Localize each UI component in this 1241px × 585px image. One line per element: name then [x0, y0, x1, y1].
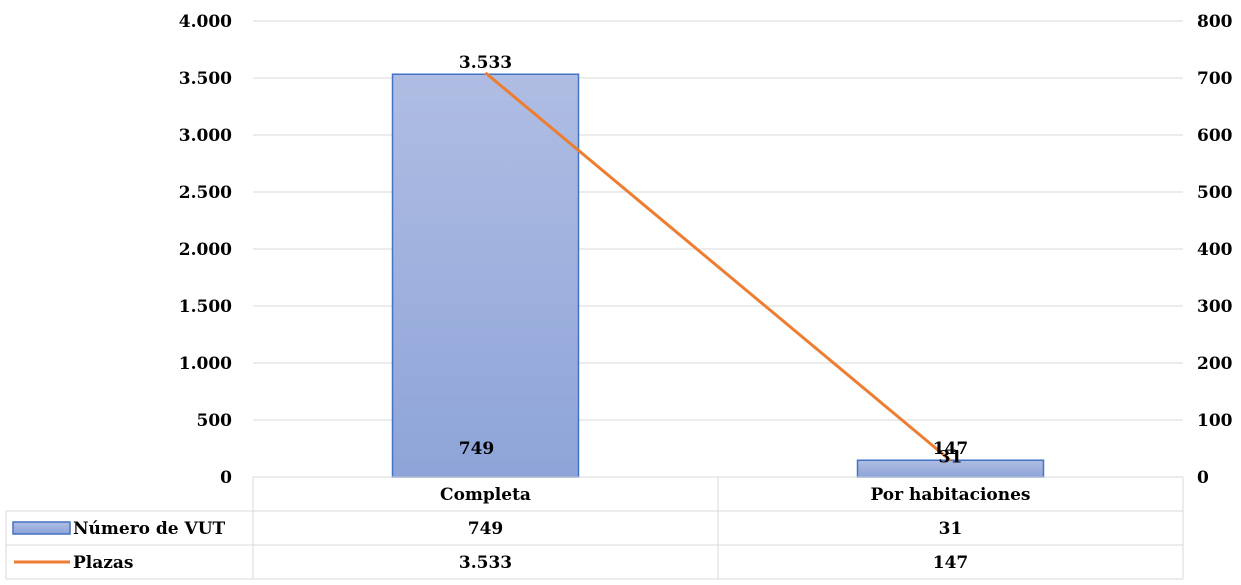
bar — [393, 74, 579, 477]
data-table: Completa Por habitaciones Número de VUT 749… — [6, 477, 1183, 579]
legend-label: Plazas — [73, 553, 134, 573]
table-header-cell: Por habitaciones — [870, 485, 1030, 505]
y-left-tick-label: 3.000 — [179, 126, 232, 146]
y-left-tick-label: 1.000 — [179, 354, 232, 374]
y-right-tick-label: 100 — [1197, 411, 1233, 431]
y-left-tick-label: 4.000 — [179, 12, 232, 32]
y-left-tick-label: 500 — [197, 411, 233, 431]
table-header-cell: Completa — [440, 485, 531, 505]
y-right-tick-label: 0 — [1197, 468, 1209, 488]
table-cell: 31 — [939, 519, 963, 539]
line-data-label: 31 — [939, 447, 963, 467]
legend-label: Número de VUT — [73, 519, 226, 539]
table-cell: 147 — [933, 553, 969, 573]
y-left-tick-label: 2.500 — [179, 183, 232, 203]
y-left-tick-label: 3.500 — [179, 69, 232, 89]
line-data-label: 749 — [459, 439, 495, 459]
table-cell: 3.533 — [459, 553, 512, 573]
y-right-tick-label: 600 — [1197, 126, 1233, 146]
legend-key-bar — [13, 522, 70, 534]
y-right-tick-label: 300 — [1197, 297, 1233, 317]
axes-layer: 0 0 500 100 1.000 200 1.500 300 2.000 400 2.500 500… — [179, 12, 1233, 488]
y-right-tick-label: 200 — [1197, 354, 1233, 374]
y-left-tick-label: 1.500 — [179, 297, 232, 317]
y-left-tick-label: 0 — [220, 468, 232, 488]
y-left-tick-label: 2.000 — [179, 240, 232, 260]
y-right-tick-label: 700 — [1197, 69, 1233, 89]
y-right-tick-label: 500 — [1197, 183, 1233, 203]
y-right-tick-label: 800 — [1197, 12, 1233, 32]
bar-data-label: 3.533 — [459, 53, 512, 73]
y-right-tick-label: 400 — [1197, 240, 1233, 260]
table-cell: 749 — [468, 519, 504, 539]
